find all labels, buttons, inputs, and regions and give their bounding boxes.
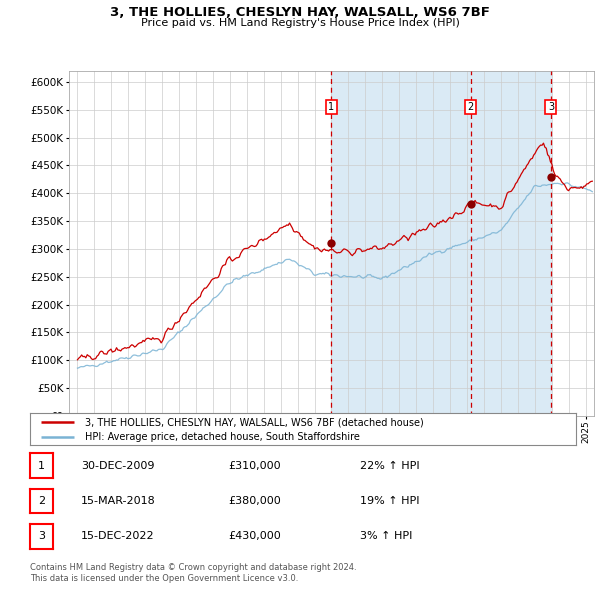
Text: 15-DEC-2022: 15-DEC-2022 [81,532,155,541]
Text: 1: 1 [328,102,334,112]
Text: £380,000: £380,000 [228,496,281,506]
Text: 2: 2 [467,102,473,112]
Text: £310,000: £310,000 [228,461,281,470]
Text: Price paid vs. HM Land Registry's House Price Index (HPI): Price paid vs. HM Land Registry's House … [140,18,460,28]
Text: 2: 2 [38,496,45,506]
Text: 3, THE HOLLIES, CHESLYN HAY, WALSALL, WS6 7BF (detached house): 3, THE HOLLIES, CHESLYN HAY, WALSALL, WS… [85,417,424,427]
Text: 19% ↑ HPI: 19% ↑ HPI [360,496,419,506]
Text: 3: 3 [38,532,45,541]
Text: 15-MAR-2018: 15-MAR-2018 [81,496,156,506]
Text: £430,000: £430,000 [228,532,281,541]
Text: This data is licensed under the Open Government Licence v3.0.: This data is licensed under the Open Gov… [30,574,298,583]
Text: 3: 3 [548,102,554,112]
Text: HPI: Average price, detached house, South Staffordshire: HPI: Average price, detached house, Sout… [85,432,359,442]
Text: Contains HM Land Registry data © Crown copyright and database right 2024.: Contains HM Land Registry data © Crown c… [30,563,356,572]
Text: 3% ↑ HPI: 3% ↑ HPI [360,532,412,541]
Text: 30-DEC-2009: 30-DEC-2009 [81,461,155,470]
Bar [331,71,551,416]
Text: 1: 1 [38,461,45,470]
Text: 3, THE HOLLIES, CHESLYN HAY, WALSALL, WS6 7BF: 3, THE HOLLIES, CHESLYN HAY, WALSALL, WS… [110,6,490,19]
Text: 22% ↑ HPI: 22% ↑ HPI [360,461,419,470]
